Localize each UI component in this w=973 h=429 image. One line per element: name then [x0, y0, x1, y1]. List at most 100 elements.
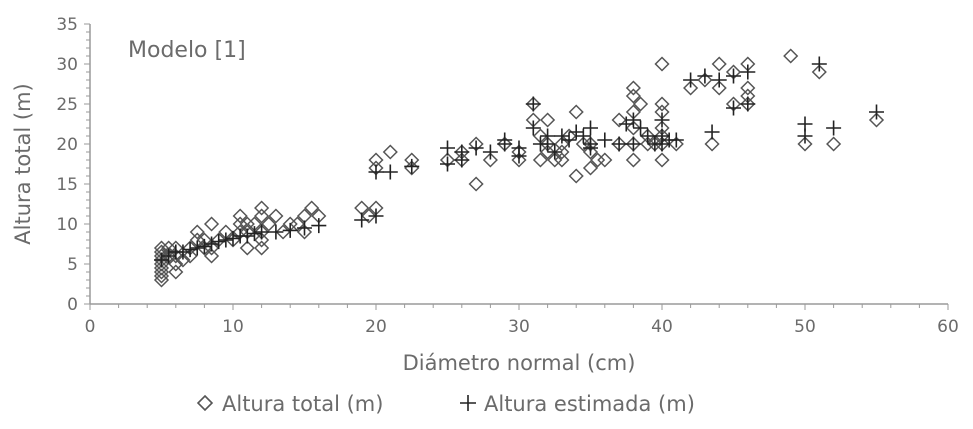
- plus-point: [547, 144, 563, 160]
- x-tick-label: 50: [794, 317, 816, 337]
- plus-point: [468, 140, 484, 156]
- plus-point: [740, 96, 756, 112]
- plus-point: [583, 120, 598, 136]
- plus-point: [511, 148, 527, 164]
- legend-label-altura-total: Altura total (m): [222, 392, 383, 416]
- plus-point: [196, 238, 212, 254]
- diamond-point: [203, 216, 220, 232]
- plus-point: [254, 224, 270, 240]
- plus-point: [704, 124, 720, 140]
- plus-point: [583, 140, 598, 156]
- plus-point: [368, 208, 384, 224]
- plus-point: [554, 128, 570, 144]
- diamond-point: [168, 256, 184, 272]
- plus-point: [268, 224, 284, 240]
- x-tick-label: 10: [222, 317, 244, 337]
- plus-point: [497, 132, 513, 148]
- legend-item-altura-estimada: Altura estimada (m): [460, 392, 695, 416]
- plus-point: [161, 248, 177, 264]
- plus-point: [561, 132, 577, 148]
- diamond-point: [697, 72, 713, 88]
- plot-area: 0 10 20 30 40 50 60 0 5 10 15 20 25 30 35: [56, 15, 958, 337]
- diamond-point: [704, 136, 720, 152]
- diamond-point: [711, 56, 727, 72]
- x-axis-title: Diámetro normal (cm): [403, 351, 636, 375]
- diamond-point: [254, 232, 270, 248]
- diamond-point: [783, 48, 799, 64]
- chart-annotation: Modelo [1]: [128, 38, 246, 63]
- diamond-point: [361, 208, 377, 224]
- x-tick-label: 30: [508, 317, 530, 337]
- plus-point: [525, 96, 541, 112]
- y-axis-title: Altura total (m): [11, 83, 35, 244]
- diamond-point: [296, 224, 313, 240]
- diamond-point: [468, 176, 484, 192]
- diamond-point: [632, 96, 649, 112]
- plus-point: [797, 128, 813, 144]
- diamond-point: [668, 136, 684, 152]
- diamond-point: [168, 248, 184, 264]
- diamond-point: [654, 56, 670, 72]
- plus-point: [869, 104, 884, 120]
- x-tick-label: 0: [85, 317, 96, 337]
- diamond-point: [254, 240, 270, 256]
- y-tick-label: 0: [67, 295, 78, 315]
- diamond-point: [654, 152, 670, 168]
- plus-point: [189, 240, 205, 256]
- diamond-point: [554, 144, 570, 160]
- diamond-point: [261, 216, 277, 232]
- diamond-point: [575, 136, 591, 152]
- y-tick-label: 5: [67, 255, 78, 275]
- plus-point: [726, 68, 741, 84]
- diamond-point: [232, 208, 248, 224]
- plus-point: [625, 112, 641, 128]
- plus-point: [246, 226, 262, 242]
- diamond-point: [868, 112, 885, 128]
- plus-point: [697, 68, 713, 84]
- x-tick-label: 40: [651, 317, 673, 337]
- diamond-point: [568, 104, 584, 120]
- plus-point: [625, 136, 641, 152]
- diamond-point: [382, 144, 398, 160]
- diamond-point: [511, 152, 527, 168]
- diamond-point: [582, 160, 599, 176]
- plus-point: [482, 144, 498, 160]
- plus-point: [640, 128, 656, 144]
- plus-point: [611, 136, 627, 152]
- series-altura-estimada: [154, 56, 884, 268]
- plus-point: [225, 230, 241, 246]
- diamond-point: [532, 152, 549, 168]
- y-ticks: 0 5 10 15 20 25 30 35: [56, 15, 90, 315]
- plus-point: [382, 164, 398, 180]
- plus-point: [668, 132, 684, 148]
- plus-point: [354, 212, 370, 228]
- diamond-point: [797, 136, 813, 152]
- plus-point: [726, 100, 741, 116]
- x-tick-label: 60: [937, 317, 959, 337]
- plus-point: [154, 252, 169, 268]
- series-layer: [153, 48, 885, 288]
- diamond-point: [597, 152, 613, 168]
- plus-point: [740, 64, 756, 80]
- plus-point: [454, 144, 470, 160]
- plus-point: [540, 136, 556, 152]
- plus-point: [368, 164, 384, 180]
- diamond-point: [175, 252, 191, 268]
- y-tick-label: 20: [56, 135, 78, 155]
- diamond-point: [654, 96, 670, 112]
- diamond-point: [304, 200, 320, 216]
- legend-label-altura-estimada: Altura estimada (m): [484, 392, 695, 416]
- diamond-point: [740, 80, 756, 96]
- diamond-point: [611, 112, 627, 128]
- diamond-point: [189, 224, 205, 240]
- y-tick-label: 15: [56, 175, 78, 195]
- diamond-point: [482, 152, 498, 168]
- plus-point: [218, 232, 234, 248]
- plus-point: [297, 220, 312, 236]
- plus-point: [654, 112, 670, 128]
- diamond-point: [711, 80, 727, 96]
- plus-point: [282, 222, 298, 238]
- plus-point: [711, 72, 727, 88]
- series-altura-total: [153, 48, 885, 288]
- plus-point: [811, 56, 827, 72]
